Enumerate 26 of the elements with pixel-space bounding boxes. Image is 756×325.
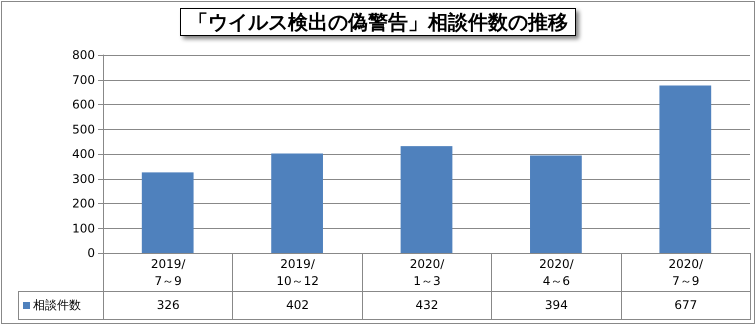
y-tick-label: 100 [72,221,95,236]
x-tick-label: 2020/ 7～9 [620,253,751,292]
data-label: 402 [232,291,363,320]
data-label: 677 [620,291,751,320]
bar [271,154,323,253]
y-tick-label: 300 [72,172,95,186]
data-label: 394 [491,291,622,320]
x-tick-label: 2020/ 4～6 [491,253,622,292]
data-label: 432 [362,291,492,320]
bar [142,172,194,253]
bar [659,85,712,253]
y-tick-label: 200 [72,196,95,210]
chart-title: 「ウイルス検出の偽警告」相談件数の推移 [188,10,568,34]
x-tick-label: 2019/ 10～12 [232,253,363,292]
x-tick-label: 2019/ 7～9 [103,253,234,292]
y-tick-label: 600 [72,98,95,112]
y-tick-label: 500 [72,122,95,136]
bar [530,155,582,253]
y-tick-label: 400 [72,147,95,161]
y-tick-label: 0 [87,246,95,260]
bar [400,146,452,253]
y-tick-label: 800 [72,48,95,62]
x-tick-label: 2020/ 1～3 [362,253,492,292]
y-tick-label: 700 [72,72,95,87]
legend-label: 相談件数 [33,297,81,314]
data-label: 326 [103,291,234,320]
